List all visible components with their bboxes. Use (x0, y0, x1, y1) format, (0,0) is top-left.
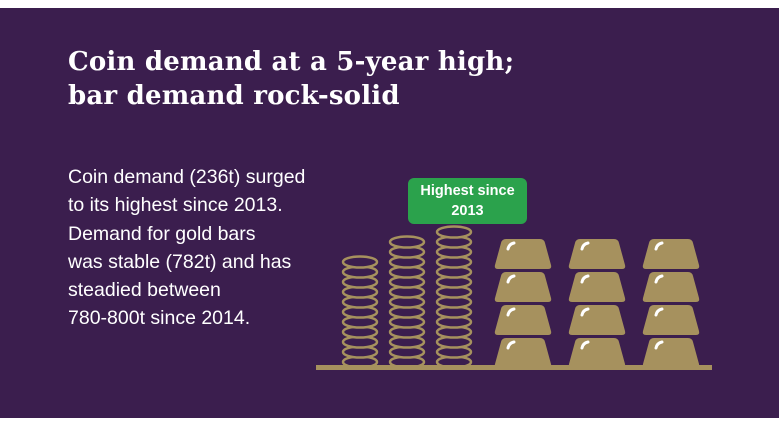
bar-glint-icon (580, 307, 590, 317)
bar-glint-icon (580, 241, 590, 251)
highest-since-badge: Highest since 2013 (408, 178, 527, 224)
gold-bar (568, 239, 626, 269)
coin-stack (435, 225, 473, 369)
gold-bar (494, 272, 552, 302)
gold-bar (568, 338, 626, 368)
bar-glint-icon (506, 274, 516, 284)
gold-bar (494, 338, 552, 368)
gold-bar (642, 305, 700, 335)
gold-bar (642, 239, 700, 269)
bar-glint-icon (580, 340, 590, 350)
gold-bar (568, 305, 626, 335)
bar-glint-icon (506, 307, 516, 317)
page-title: Coin demand at a 5-year high; bar demand… (68, 47, 515, 112)
bar-glint-icon (580, 274, 590, 284)
bar-glint-icon (506, 241, 516, 251)
purple-panel: Coin demand at a 5-year high; bar demand… (0, 8, 779, 418)
bar-glint-icon (654, 340, 664, 350)
coin-stack (341, 255, 379, 369)
coin-stack (388, 235, 426, 369)
gold-bar (494, 305, 552, 335)
bar-glint-icon (654, 241, 664, 251)
gold-bar (642, 272, 700, 302)
gold-bar (642, 338, 700, 368)
bar-glint-icon (654, 274, 664, 284)
bar-glint-icon (654, 307, 664, 317)
gold-bar (494, 239, 552, 269)
gold-bar (568, 272, 626, 302)
body-text: Coin demand (236t) surged to its highest… (68, 166, 306, 330)
bar-glint-icon (506, 340, 516, 350)
ground-line (316, 365, 712, 370)
gold-illustration-svg (316, 225, 712, 370)
